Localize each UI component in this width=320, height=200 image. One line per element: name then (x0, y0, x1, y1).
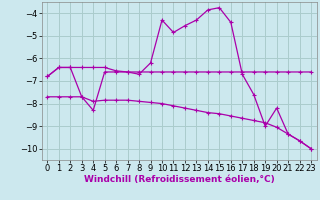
X-axis label: Windchill (Refroidissement éolien,°C): Windchill (Refroidissement éolien,°C) (84, 175, 275, 184)
